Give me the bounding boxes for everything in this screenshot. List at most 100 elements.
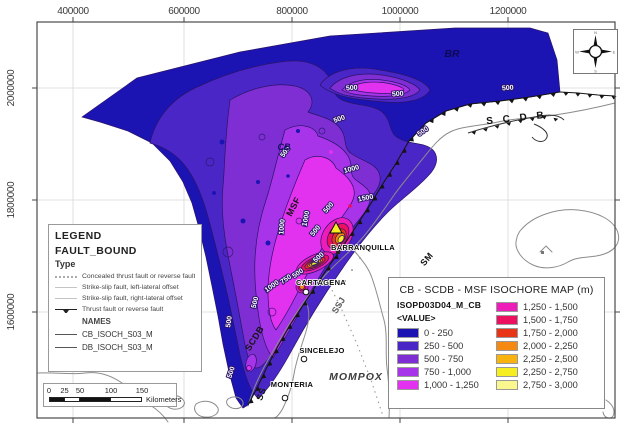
- scalebar-segment: [80, 397, 111, 402]
- scalebar-tick-label: 150: [135, 386, 149, 395]
- y-axis-tick-label: 2000000: [6, 69, 17, 107]
- ssl-fault-symbol: [55, 287, 77, 288]
- compass-rose: N E S W: [573, 29, 618, 74]
- scale-bar: 0 25 50 100 150 Kilometers: [43, 383, 181, 407]
- x-axis-tick-label: 600000: [168, 6, 200, 17]
- class-range-label: 250 - 500: [424, 340, 464, 351]
- fault-name-label: DB_ISOCH_S03_M: [82, 343, 153, 352]
- contour-label: 500: [346, 85, 358, 93]
- color-swatch: [496, 353, 518, 364]
- triangle-marker: [329, 220, 343, 234]
- legend-fault-bound: LEGEND FAULT_BOUND Type Concealed thrust…: [48, 224, 202, 372]
- color-swatch: [496, 314, 518, 325]
- city-label: CARTAGENA: [296, 278, 346, 287]
- fault-type-label: Thrust fault or reverse fault: [82, 306, 164, 313]
- x-axis-tick-label: 1000000: [382, 6, 420, 17]
- legend-type-label: Type: [55, 259, 76, 269]
- legend-names-label: NAMES: [82, 317, 111, 326]
- fault-type-label: Strike-slip fault, right-lateral offset: [82, 295, 183, 302]
- svg-text:S: S: [594, 69, 597, 74]
- scalebar-unit-label: Kilometers: [146, 395, 182, 404]
- fault-name-row: CB_ISOCH_S03_M: [55, 330, 195, 339]
- isochore-class-row: 1,750 - 2,000: [496, 326, 596, 339]
- contour-label: 500: [392, 91, 404, 99]
- color-swatch: [496, 340, 518, 351]
- fault-name-row: DB_ISOCH_S03_M: [55, 343, 195, 352]
- isochore-class-row: 750 - 1,000: [397, 365, 496, 378]
- isochore-legend-title: CB - SCDB - MSF ISOCHORE MAP (m): [399, 284, 594, 296]
- isochore-polygons: [81, 27, 561, 409]
- ssj-fault-dashed: [331, 289, 384, 417]
- color-swatch: [496, 379, 518, 390]
- region-label: S C D B: [486, 110, 548, 127]
- svg-text:N: N: [594, 30, 597, 35]
- fault-type-row: Strike-slip fault, left-lateral offset: [55, 284, 195, 291]
- fault-type-row: Strike-slip fault, right-lateral offset: [55, 295, 195, 302]
- thrust-fault-symbol: [55, 309, 77, 313]
- scalebar-tick-label: 50: [75, 386, 85, 395]
- concealed-fault-symbol: [55, 275, 77, 278]
- class-range-label: 2,250 - 2,500: [523, 353, 578, 364]
- scalebar-segment: [49, 397, 65, 402]
- y-axis-tick-label: 1600000: [6, 293, 17, 331]
- fault-name-items: CB_ISOCH_S03_M DB_ISOCH_S03_M: [55, 330, 195, 352]
- isochore-class-row: 250 - 500: [397, 339, 496, 352]
- region-label: SM: [418, 250, 435, 268]
- isochore-layer-name: ISOPD03D04_M_CB: [397, 300, 482, 310]
- scalebar-tick-label: 0: [46, 386, 52, 395]
- class-range-label: 1,250 - 1,500: [523, 301, 578, 312]
- region-label: SS: [254, 386, 268, 402]
- compass-letters: N E S W: [575, 30, 616, 74]
- thrust-fault-teeth: [248, 92, 617, 404]
- city-label: SINCELEJO: [299, 346, 344, 355]
- isochore-class-row: 2,750 - 3,000: [496, 378, 596, 391]
- y-axis-tick-label: 1800000: [6, 181, 17, 219]
- x-axis-tick-label: 400000: [57, 6, 89, 17]
- scalebar-segment: [64, 397, 80, 402]
- class-range-label: 2,250 - 2,750: [523, 366, 578, 377]
- map-frame: [36, 21, 616, 419]
- isochore-value-label: <VALUE>: [397, 313, 436, 323]
- x-axis-tick-label: 1200000: [490, 6, 528, 17]
- fault-name-line-symbol: [55, 334, 77, 335]
- isochore-class-row: 1,250 - 1,500: [496, 300, 596, 313]
- scalebar-tick-label: 100: [104, 386, 118, 395]
- color-swatch: [397, 340, 419, 351]
- fault-type-row: Concealed thrust fault or reverse fault: [55, 273, 195, 280]
- isochore-class-row: 2,250 - 2,500: [496, 352, 596, 365]
- class-range-label: 2,000 - 2,250: [523, 340, 578, 351]
- isochore-class-row: 2,250 - 2,750: [496, 365, 596, 378]
- fault-type-items: Concealed thrust fault or reverse fault S…: [55, 273, 195, 313]
- region-label: MOMPOX: [329, 371, 383, 383]
- class-range-label: 1,500 - 1,750: [523, 314, 578, 325]
- class-range-label: 750 - 1,000: [424, 366, 472, 377]
- fault-name-label: CB_ISOCH_S03_M: [82, 330, 153, 339]
- isochore-legend-left-column: ISOPD03D04_M_CB <VALUE> 0 - 250 250 - 500…: [397, 300, 496, 391]
- city-label: BARRANQUILLA: [331, 243, 395, 252]
- class-range-label: 0 - 250: [424, 327, 453, 338]
- isochore-class-row: 1,500 - 1,750: [496, 313, 596, 326]
- scalebar-segment: [111, 397, 142, 402]
- isochore-legend-right-column: 1,250 - 1,500 1,500 - 1,750 1,750 - 2,000 2…: [496, 300, 596, 391]
- isochore-class-row: 500 - 750: [397, 352, 496, 365]
- fault-lines: [247, 91, 617, 417]
- legend-title: LEGEND: [55, 230, 102, 242]
- color-swatch: [397, 353, 419, 364]
- x-axis-tick-label: 800000: [276, 6, 308, 17]
- fault-type-row: Thrust fault or reverse fault: [55, 306, 195, 313]
- scalebar-tick-label: 25: [60, 386, 69, 395]
- class-range-label: 500 - 750: [424, 353, 464, 364]
- isochore-class-row: 1,000 - 1,250: [397, 378, 496, 391]
- legend-subtitle: FAULT_BOUND: [55, 245, 137, 257]
- ssr-fault-symbol: [55, 298, 77, 299]
- class-range-label: 1,000 - 1,250: [424, 379, 479, 390]
- legend-isochore: CB - SCDB - MSF ISOCHORE MAP (m) ISOPD03…: [388, 277, 605, 409]
- svg-text:W: W: [575, 50, 579, 55]
- color-swatch: [397, 366, 419, 377]
- region-label: CB: [278, 142, 291, 152]
- fault-type-label: Concealed thrust fault or reverse fault: [82, 273, 195, 280]
- fault-name-line-symbol: [55, 347, 77, 348]
- class-range-label: 2,750 - 3,000: [523, 379, 578, 390]
